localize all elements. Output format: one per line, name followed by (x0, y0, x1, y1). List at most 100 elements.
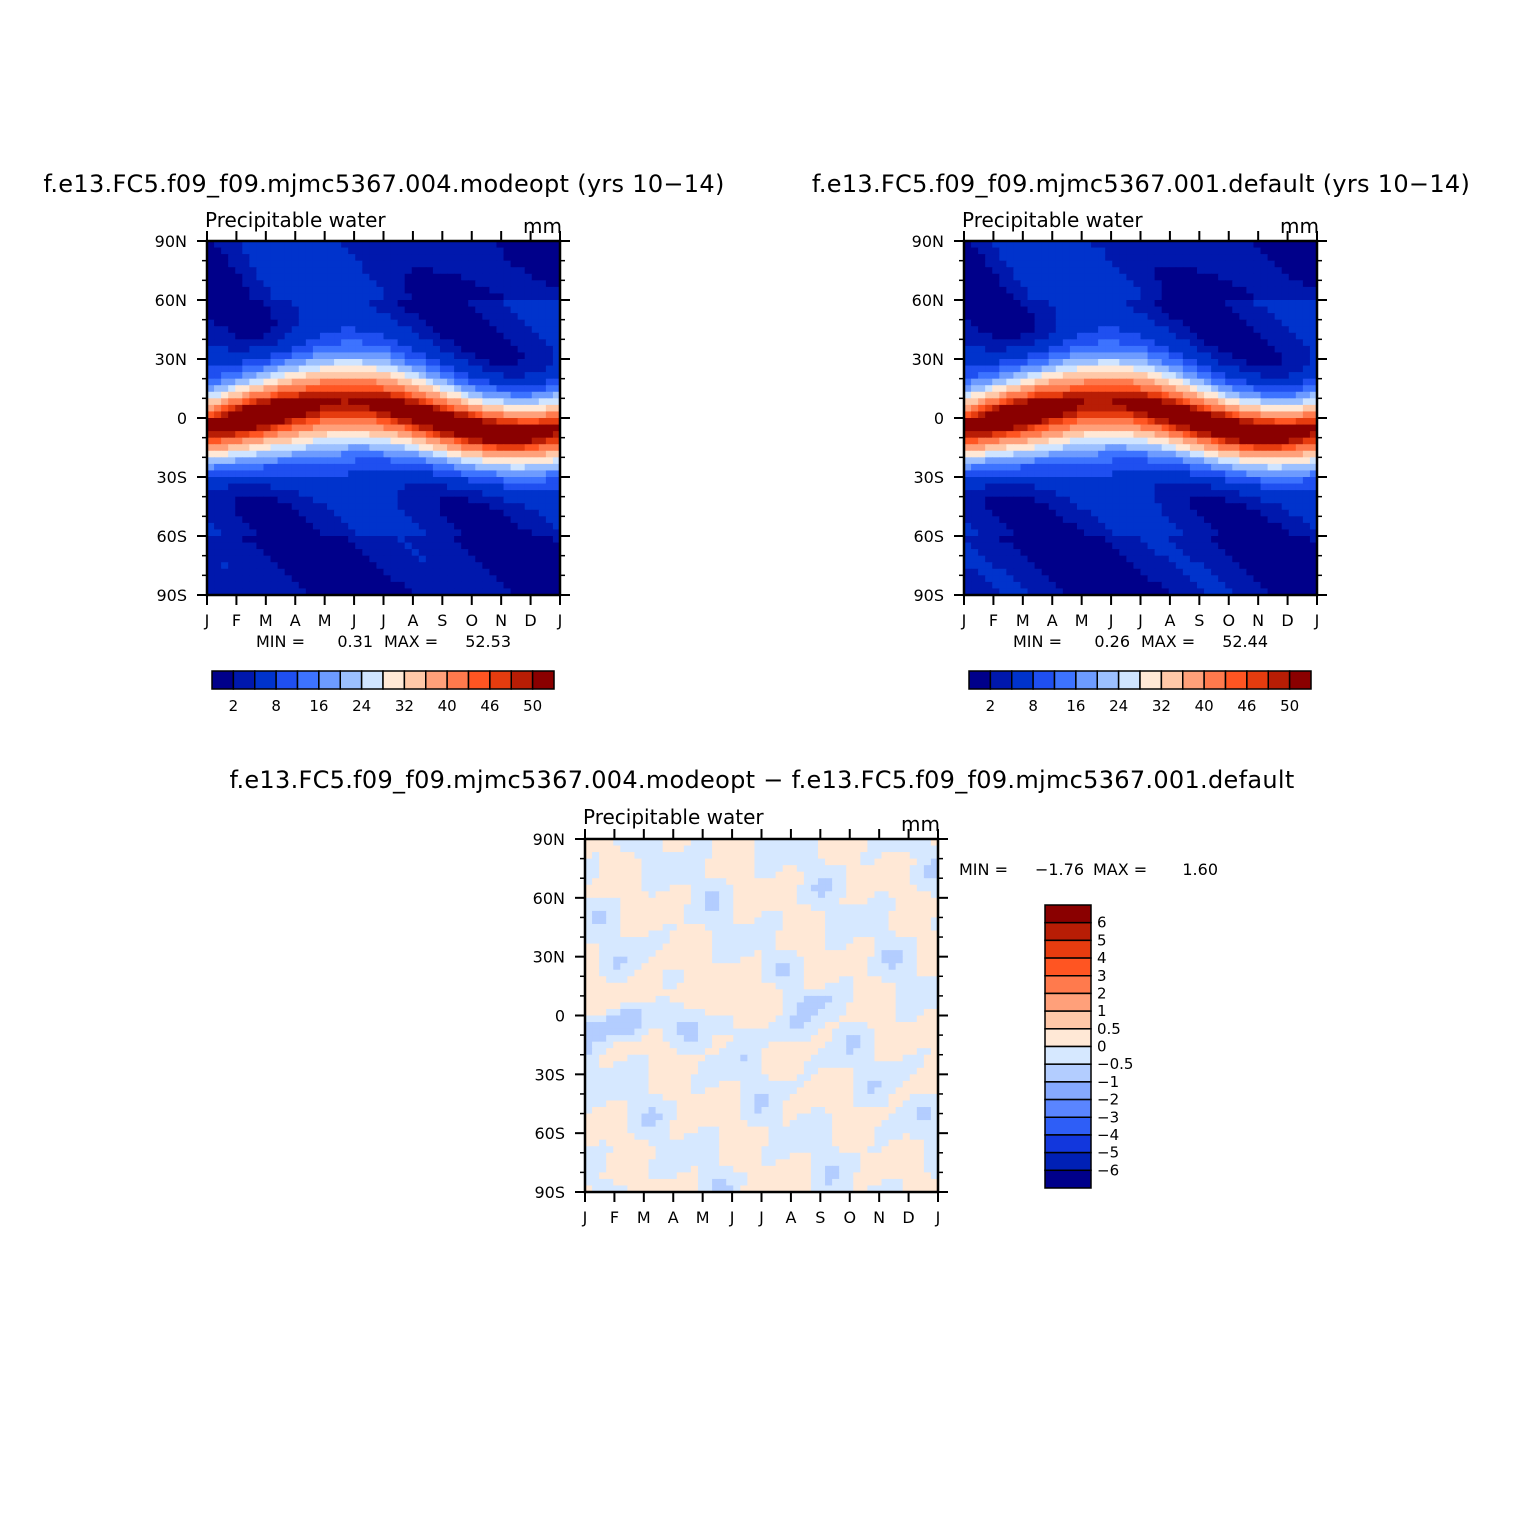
field-cell (397, 332, 406, 340)
field-cell (524, 536, 533, 544)
field-cell (1126, 457, 1135, 465)
field-cell (228, 254, 236, 262)
field-cell (327, 437, 335, 445)
field-cell (1027, 365, 1036, 373)
field-cell (1098, 286, 1106, 295)
field-cell (369, 411, 378, 419)
field-cell (524, 470, 533, 478)
field-cell (475, 463, 483, 472)
field-cell (355, 450, 363, 458)
field-cell (1211, 326, 1219, 334)
field-cell (411, 241, 420, 249)
field-cell (1006, 247, 1015, 255)
field-cell (319, 483, 328, 491)
field-cell (1274, 391, 1283, 399)
field-cell (1013, 326, 1022, 334)
field-cell (390, 385, 399, 393)
field-cell (284, 516, 293, 524)
field-cell (390, 391, 399, 399)
field-cell (964, 260, 972, 268)
field-cell (383, 359, 392, 367)
field-cell (999, 391, 1007, 399)
field-cell (355, 313, 363, 321)
field-cell (524, 444, 533, 452)
field-cell (1281, 496, 1290, 504)
field-cell (1253, 378, 1262, 386)
field-cell (545, 359, 554, 367)
field-cell (397, 411, 406, 419)
field-cell (362, 444, 370, 452)
field-cell (489, 549, 498, 557)
field-cell (1260, 372, 1269, 380)
field-cell (454, 536, 462, 544)
field-cell (348, 437, 356, 445)
field-cell (404, 372, 413, 380)
field-cell (432, 588, 441, 595)
field-cell (1274, 254, 1283, 262)
field-cell (1112, 424, 1120, 432)
field-cell (1211, 529, 1219, 537)
field-cell (1182, 457, 1191, 465)
field-cell (1295, 503, 1304, 511)
field-cell (341, 339, 349, 347)
field-cell (348, 450, 356, 458)
field-cell (418, 411, 427, 419)
field-cell (256, 516, 265, 524)
field-cell (411, 273, 420, 281)
field-cell (552, 470, 560, 478)
field-cell (207, 300, 215, 308)
field-cell (468, 352, 476, 360)
field-cell (242, 542, 250, 550)
field-cell (355, 555, 363, 563)
field-cell (1140, 385, 1149, 393)
field-cell (383, 300, 392, 308)
field-cell (362, 286, 370, 295)
field-cell (517, 273, 526, 281)
field-cell (524, 306, 533, 314)
field-cell (468, 398, 476, 406)
field-cell (334, 280, 342, 288)
field-cell (439, 345, 448, 354)
field-cell (362, 450, 370, 458)
field-cell (1232, 254, 1240, 262)
field-cell (531, 431, 540, 439)
field-cell (503, 385, 512, 393)
field-cell (1218, 286, 1226, 295)
field-cell (1295, 385, 1304, 393)
field-cell (447, 352, 455, 360)
field-cell (327, 260, 335, 268)
field-cell (1239, 509, 1247, 517)
field-cell (1069, 398, 1078, 406)
field-cell (1281, 470, 1290, 478)
field-cell (1055, 463, 1064, 472)
field-cell (489, 326, 498, 334)
field-cell (1105, 424, 1113, 432)
field-cell (376, 503, 385, 511)
field-cell (214, 313, 222, 321)
field-cell (482, 496, 490, 504)
field-cell (1098, 431, 1106, 439)
field-cell (538, 411, 547, 419)
field-cell (1253, 477, 1262, 485)
field-cell (1175, 470, 1184, 478)
field-cell (242, 568, 250, 576)
field-cell (1055, 385, 1064, 393)
field-cell (503, 424, 512, 432)
field-cell (1147, 398, 1156, 406)
field-cell (425, 562, 434, 570)
field-cell (1098, 293, 1106, 301)
field-cell (964, 247, 972, 255)
field-cell (242, 522, 250, 531)
field-cell (1246, 326, 1255, 334)
field-cell (552, 424, 560, 432)
field-cell (545, 575, 554, 583)
field-cell (235, 391, 243, 399)
field-cell (1281, 483, 1290, 491)
field-cell (1140, 280, 1149, 288)
field-cell (1189, 339, 1198, 347)
field-cell (1076, 496, 1085, 504)
field-cell (348, 562, 356, 570)
field-cell (482, 437, 490, 445)
field-cell (432, 457, 441, 465)
field-cell (454, 529, 462, 537)
